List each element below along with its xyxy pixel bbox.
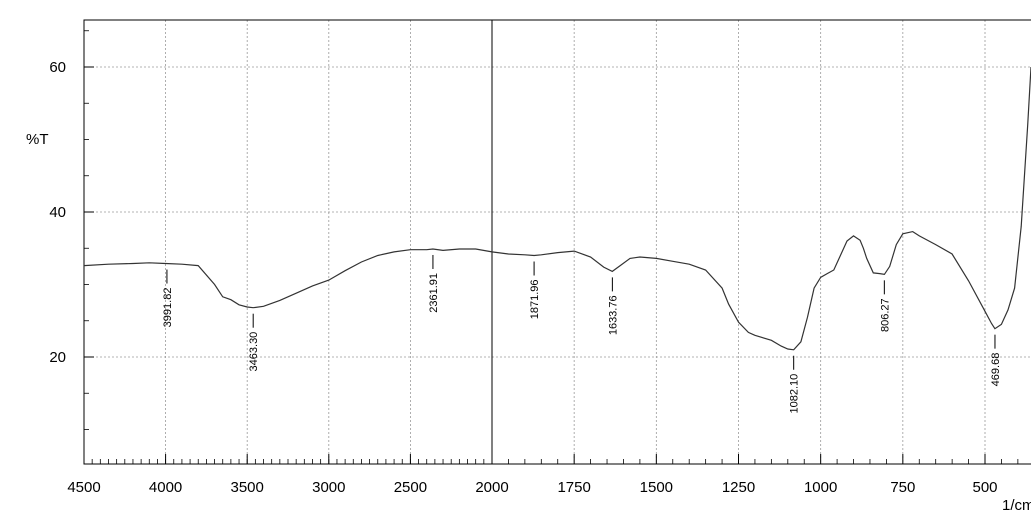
x-tick-label: 500: [972, 479, 997, 496]
x-tick-label: 1500: [640, 479, 673, 496]
peak-label: 1633.76: [607, 295, 619, 335]
x-tick-label: 1750: [557, 479, 590, 496]
peak-label: 1871.96: [529, 279, 541, 319]
plot-frame: [83, 19, 1031, 465]
x-tick-label: 2000: [475, 479, 508, 496]
x-tick-label: 3000: [312, 479, 345, 496]
peak-label: 1082.10: [789, 374, 801, 414]
peak-label: 3991.82: [162, 288, 174, 328]
axis-tick-labels: 4500 4000 3500 3000 2500 2000 1750 1500 1250 1000…: [49, 59, 997, 496]
series-line: [84, 66, 1031, 351]
x-tick-label: 3500: [231, 479, 264, 496]
y-tick-label: 40: [49, 204, 66, 221]
grid: [84, 20, 1031, 464]
x-tick-label: 4000: [149, 479, 182, 496]
y-axis-label: %T: [26, 131, 49, 148]
x-tick-label: 1000: [804, 479, 837, 496]
y-tick-label: 60: [49, 59, 66, 76]
y-tick-label: 20: [49, 349, 66, 366]
peak-label: 2361.91: [428, 273, 440, 313]
x-tick-label: 750: [890, 479, 915, 496]
peak-annotations: 3991.82 3463.30 2361.91 1871.96 1633.76 1082.…: [162, 254, 1002, 414]
axis-ticks: [83, 30, 1019, 464]
x-tick-label: 2500: [394, 479, 427, 496]
peak-label: 3463.30: [248, 332, 260, 372]
x-tick-label: 1250: [722, 479, 755, 496]
x-tick-label: 4500: [67, 479, 100, 496]
x-axis-unit: 1/cm: [1002, 497, 1031, 514]
peak-label: 806.27: [879, 298, 891, 332]
peak-label: 469.68: [990, 353, 1002, 387]
